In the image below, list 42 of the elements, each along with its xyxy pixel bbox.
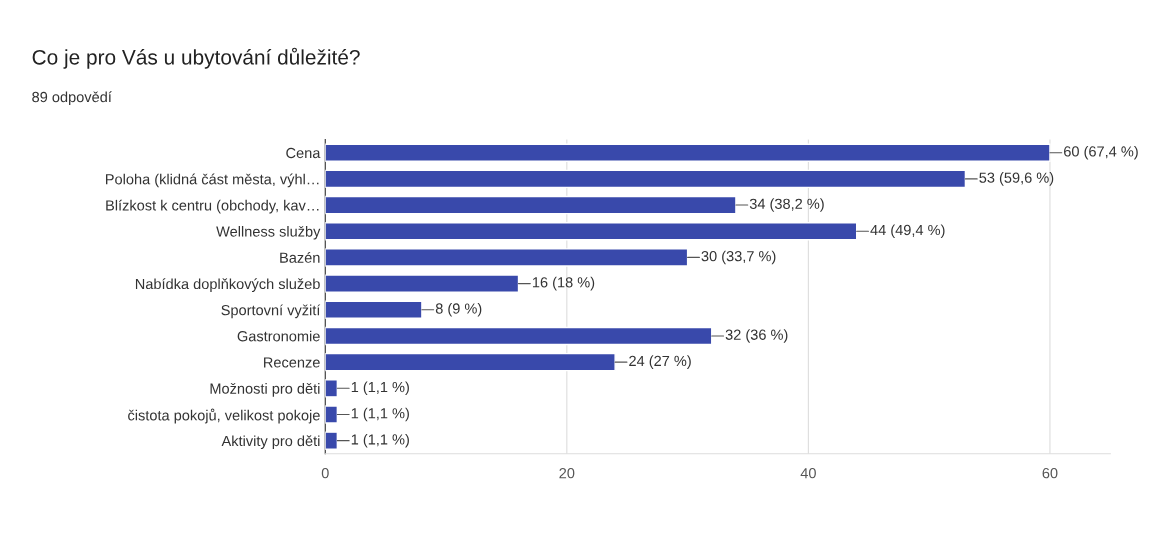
y-tick-label: Wellness služby (216, 225, 321, 240)
y-tick-label: Bazén (280, 251, 320, 263)
chart-title: Co je pro Vás u ubytování důležité? (32, 47, 360, 69)
data-label: 16 (18 %) (532, 276, 595, 291)
text: 89 odpovědí (32, 91, 112, 106)
y-tick-label: Aktivity pro děti (221, 435, 320, 450)
bar (325, 431, 339, 450)
data-label: 53 (59,6 %) (979, 172, 1054, 186)
y-tick-label: Blízkost k centru (obchody, kav… (106, 199, 319, 214)
x-tick-label: 60 (1042, 468, 1058, 479)
bar (325, 169, 967, 189)
bar (325, 143, 1051, 162)
data-label: 44 (49,4 %) (870, 224, 945, 239)
x-tick-label: 20 (559, 468, 575, 479)
y-tick-label: Gastronomie (237, 330, 320, 342)
data-label: 1 (1,1 %) (351, 433, 409, 448)
bar (325, 352, 616, 372)
y-tick-label: Poloha (klidná část města, výhl… (106, 173, 319, 188)
y-tick-label: Možnosti pro děti (210, 383, 320, 397)
y-tick-label: Recenze (264, 357, 320, 368)
y-tick-label: čistota pokojů, velikost pokoje (128, 408, 320, 424)
data-label: 1 (1,1 %) (351, 381, 409, 396)
data-label: 60 (67,4 %) (1064, 145, 1138, 160)
y-tick-label: Sportovní vyžití (221, 304, 321, 319)
bar (325, 379, 339, 398)
data-label: 24 (27 %) (629, 355, 691, 369)
data-label: 1 (1,1 %) (351, 407, 409, 422)
data-label: 8 (9 %) (435, 302, 482, 317)
bar (325, 300, 423, 319)
bar (325, 326, 713, 346)
y-tick-label: Cena (286, 147, 321, 159)
bar (325, 274, 520, 293)
bar (325, 248, 689, 267)
data-label: 34 (38,2 %) (749, 198, 824, 212)
bar (325, 222, 858, 241)
x-tick-label: 0 (321, 468, 329, 479)
x-tick-label: 40 (800, 468, 816, 479)
bar (325, 405, 339, 424)
data-label: 32 (36 %) (725, 329, 788, 343)
y-tick-label: Nabídka doplňkových služeb (135, 278, 320, 292)
bar (325, 195, 737, 215)
data-label: 30 (33,7 %) (701, 250, 776, 265)
